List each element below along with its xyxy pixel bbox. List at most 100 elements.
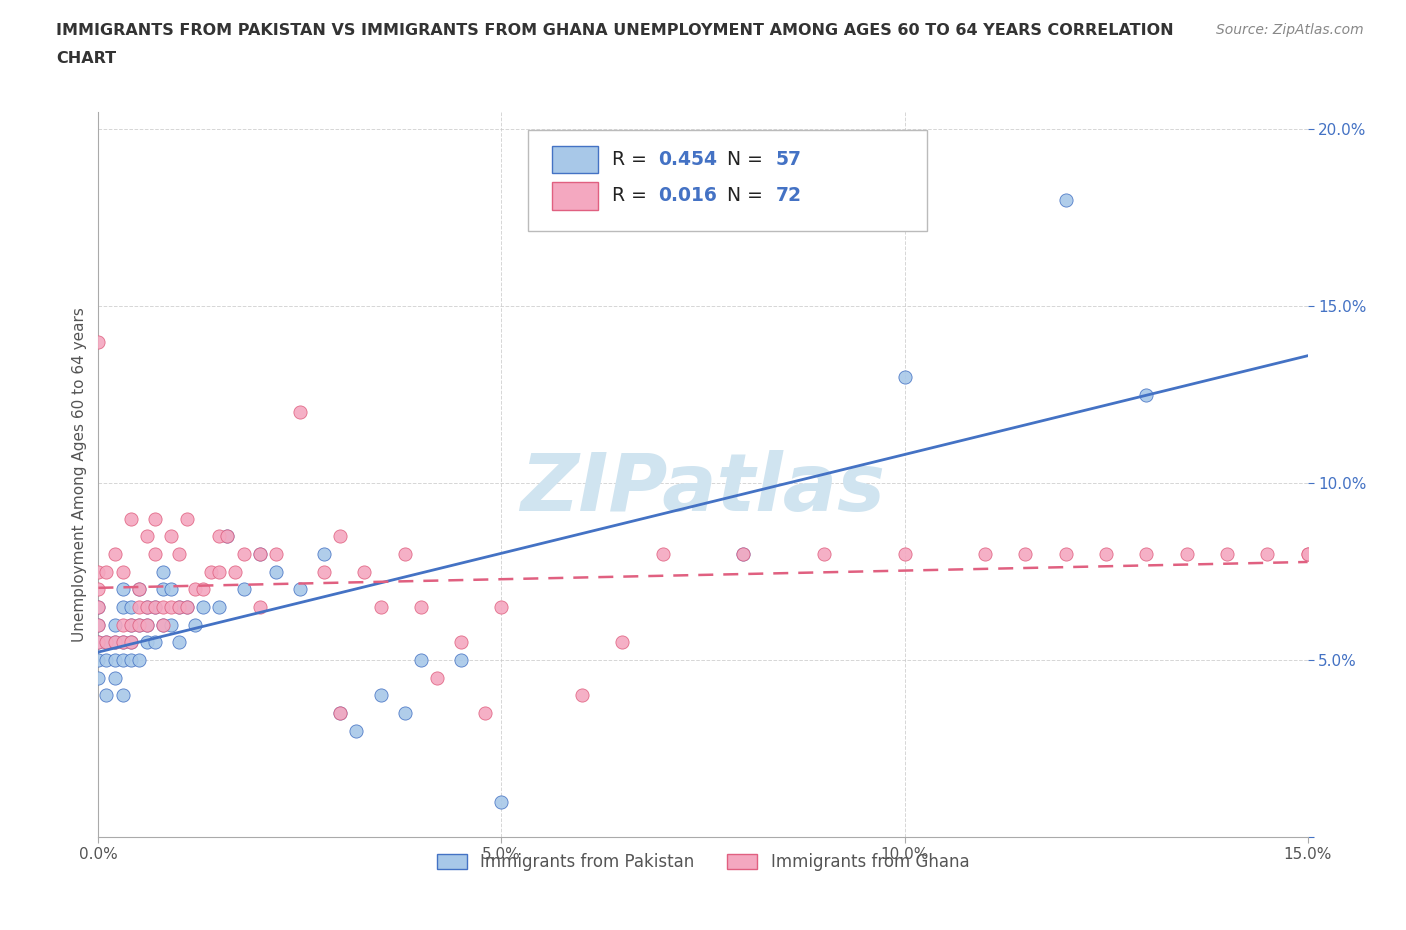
- Legend: Immigrants from Pakistan, Immigrants from Ghana: Immigrants from Pakistan, Immigrants fro…: [429, 844, 977, 880]
- Point: [491, 600, 513, 615]
- Text: 57: 57: [776, 150, 801, 169]
- Point: [893, 369, 915, 384]
- Point: [152, 582, 174, 597]
- Point: [651, 547, 673, 562]
- Point: [974, 547, 997, 562]
- Point: [111, 582, 134, 597]
- Point: [103, 671, 125, 685]
- Point: [87, 334, 110, 349]
- Point: [217, 529, 239, 544]
- Y-axis label: Unemployment Among Ages 60 to 64 years: Unemployment Among Ages 60 to 64 years: [72, 307, 87, 642]
- Point: [1175, 547, 1198, 562]
- Point: [96, 635, 118, 650]
- Point: [96, 635, 118, 650]
- Point: [143, 600, 166, 615]
- Point: [111, 653, 134, 668]
- Point: [314, 565, 336, 579]
- Point: [1296, 547, 1319, 562]
- Text: Source: ZipAtlas.com: Source: ZipAtlas.com: [1216, 23, 1364, 37]
- Point: [111, 565, 134, 579]
- Point: [103, 547, 125, 562]
- Point: [152, 565, 174, 579]
- Text: N =: N =: [727, 150, 769, 169]
- Point: [813, 547, 835, 562]
- Point: [1095, 547, 1118, 562]
- Point: [1135, 387, 1157, 402]
- Text: 0.016: 0.016: [658, 186, 717, 206]
- Point: [103, 618, 125, 632]
- Point: [200, 565, 222, 579]
- Point: [120, 618, 142, 632]
- Point: [249, 600, 271, 615]
- Point: [167, 547, 190, 562]
- Point: [128, 600, 150, 615]
- Point: [167, 635, 190, 650]
- Point: [87, 635, 110, 650]
- Point: [96, 653, 118, 668]
- Point: [135, 600, 157, 615]
- Point: [103, 653, 125, 668]
- Point: [87, 600, 110, 615]
- Point: [87, 565, 110, 579]
- Text: CHART: CHART: [56, 51, 117, 66]
- Point: [128, 618, 150, 632]
- Point: [152, 618, 174, 632]
- Point: [208, 600, 231, 615]
- Point: [450, 653, 472, 668]
- Point: [135, 600, 157, 615]
- Point: [135, 529, 157, 544]
- Point: [96, 688, 118, 703]
- Point: [103, 635, 125, 650]
- Point: [87, 600, 110, 615]
- Point: [184, 618, 207, 632]
- Point: [128, 582, 150, 597]
- Point: [409, 600, 432, 615]
- Point: [224, 565, 246, 579]
- Point: [176, 600, 198, 615]
- Point: [111, 618, 134, 632]
- Point: [409, 653, 432, 668]
- Text: 0.454: 0.454: [658, 150, 717, 169]
- Point: [120, 618, 142, 632]
- Text: R =: R =: [613, 150, 654, 169]
- Point: [264, 565, 287, 579]
- Point: [128, 618, 150, 632]
- Point: [135, 635, 157, 650]
- Text: ZIPatlas: ZIPatlas: [520, 450, 886, 528]
- Text: 72: 72: [776, 186, 801, 206]
- Point: [329, 706, 352, 721]
- Point: [167, 600, 190, 615]
- Point: [152, 600, 174, 615]
- Point: [232, 582, 254, 597]
- Point: [111, 600, 134, 615]
- Point: [143, 635, 166, 650]
- Point: [353, 565, 375, 579]
- Point: [288, 582, 311, 597]
- Point: [208, 529, 231, 544]
- Point: [87, 635, 110, 650]
- Point: [143, 547, 166, 562]
- Point: [733, 547, 755, 562]
- Point: [135, 618, 157, 632]
- Point: [1054, 193, 1077, 207]
- Point: [426, 671, 449, 685]
- Point: [176, 600, 198, 615]
- Point: [1014, 547, 1036, 562]
- Point: [329, 706, 352, 721]
- Point: [111, 635, 134, 650]
- Point: [370, 600, 392, 615]
- Point: [160, 618, 183, 632]
- Point: [288, 405, 311, 419]
- Point: [128, 653, 150, 668]
- Point: [232, 547, 254, 562]
- Point: [120, 653, 142, 668]
- Point: [1135, 547, 1157, 562]
- Point: [450, 635, 472, 650]
- Point: [120, 635, 142, 650]
- Point: [120, 600, 142, 615]
- Point: [1216, 547, 1239, 562]
- Point: [344, 724, 367, 738]
- Point: [474, 706, 496, 721]
- Text: N =: N =: [727, 186, 769, 206]
- Point: [193, 582, 215, 597]
